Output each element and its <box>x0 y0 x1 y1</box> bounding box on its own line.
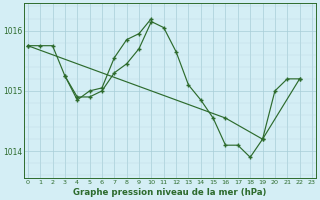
X-axis label: Graphe pression niveau de la mer (hPa): Graphe pression niveau de la mer (hPa) <box>73 188 267 197</box>
